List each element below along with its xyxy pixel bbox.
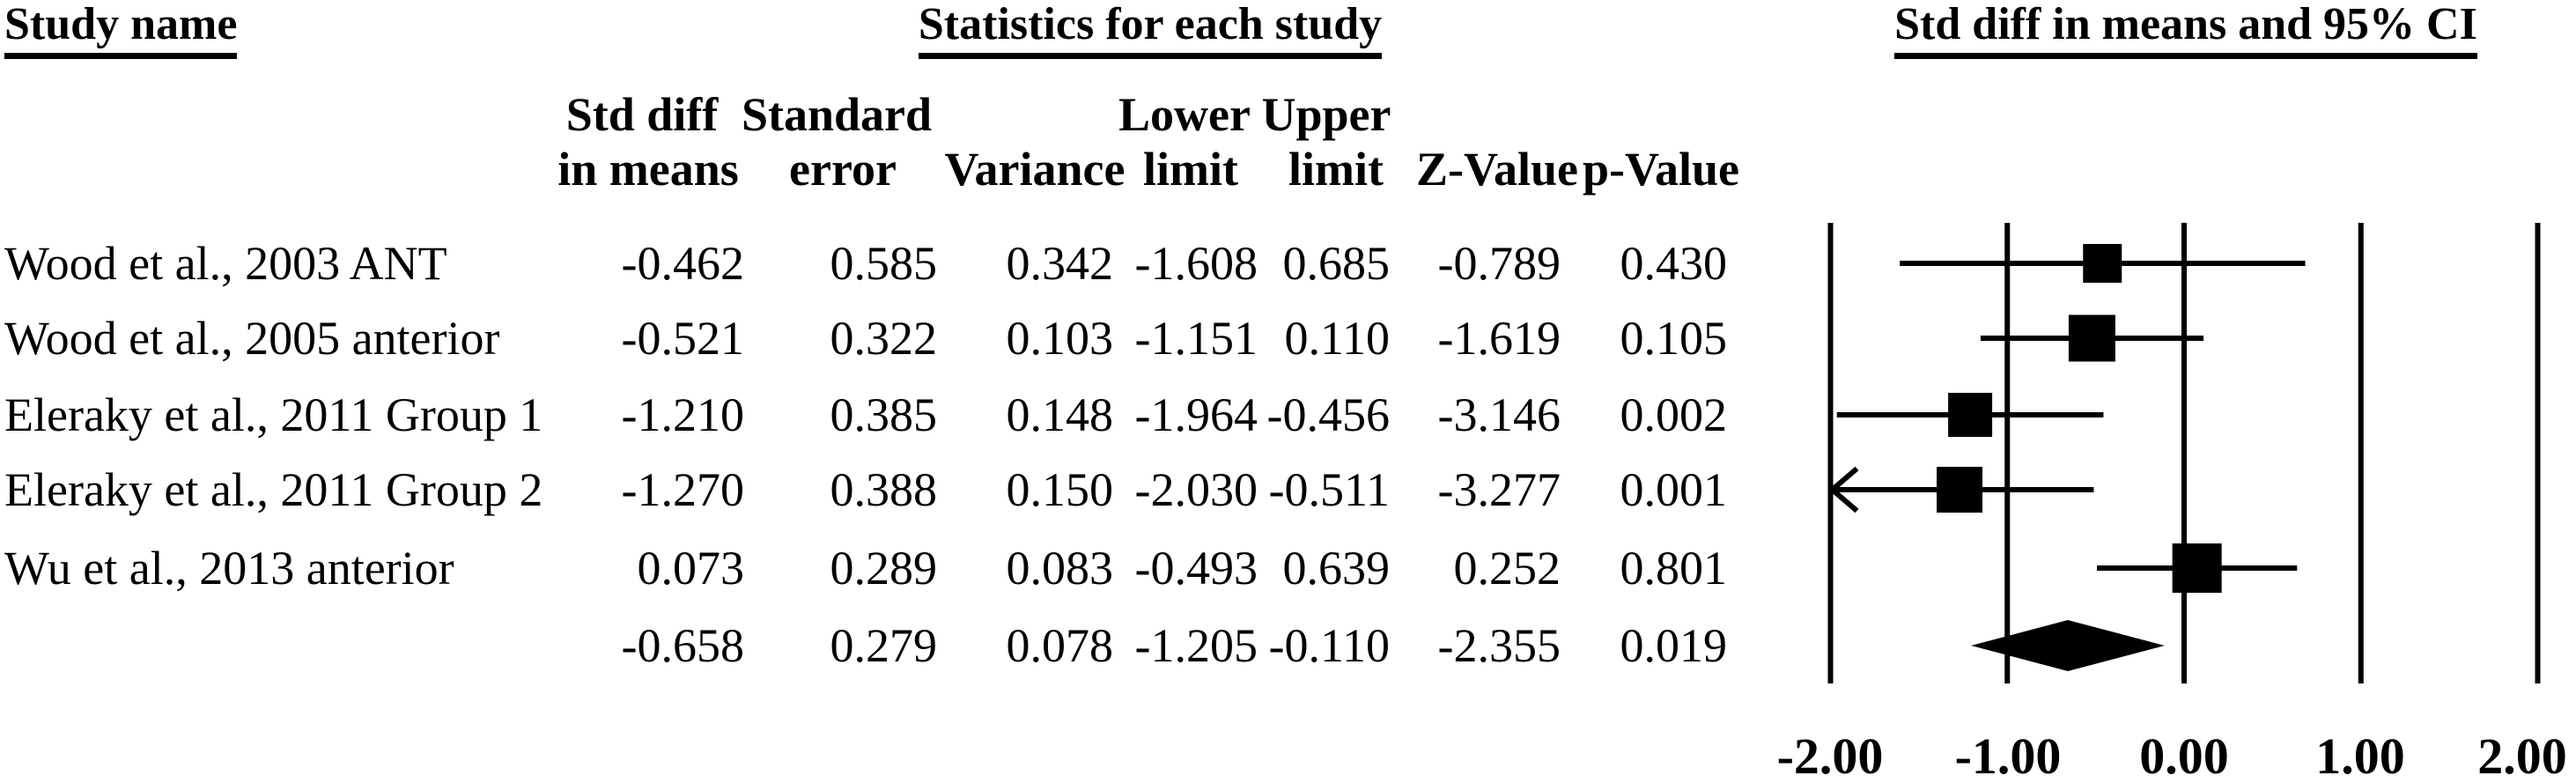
x-axis-tick-label: 0.00 — [2139, 728, 2229, 783]
cell-std-diff-in-means: -0.658 — [621, 619, 744, 672]
study-name-title: Study name — [4, 0, 238, 59]
cell-z-value: -3.277 — [1437, 463, 1561, 516]
cell-upper-limit: 0.110 — [1284, 312, 1391, 365]
cell-variance: 0.083 — [1006, 542, 1114, 595]
arrow-left-icon — [1827, 466, 1859, 513]
x-axis-tick-label: 2.00 — [2477, 728, 2567, 783]
point-estimate-square — [2068, 314, 2115, 362]
cell-upper-limit: 0.685 — [1282, 237, 1391, 290]
point-estimate-square — [1948, 393, 1993, 437]
cell-variance: 0.342 — [1006, 237, 1114, 290]
header-label: in means — [557, 143, 739, 196]
statistics-title: Statistics for each study — [918, 0, 1383, 59]
cell-lower-limit: -1.205 — [1134, 619, 1258, 672]
cell-lower-limit: -1.608 — [1134, 237, 1258, 290]
header-label: Std diff — [565, 88, 719, 141]
cell-lower-limit: -1.964 — [1134, 388, 1258, 441]
forest-plot-canvas — [1827, 223, 2541, 683]
study-name: Eleraky et al., 2011 Group 1 — [4, 388, 543, 441]
cell-p-value: 0.430 — [1620, 237, 1728, 290]
cell-upper-limit: -0.110 — [1268, 619, 1390, 672]
cell-p-value: 0.002 — [1620, 388, 1728, 441]
study-name: Eleraky et al., 2011 Group 2 — [4, 463, 543, 516]
point-estimate-square — [2083, 244, 2122, 283]
cell-z-value: -2.355 — [1437, 619, 1561, 672]
study-name: Wu et al., 2013 anterior — [4, 542, 454, 595]
header-label: p-Value — [1582, 143, 1740, 196]
cell-standard-error: 0.388 — [830, 463, 938, 516]
cell-variance: 0.148 — [1006, 388, 1114, 441]
header-label: Lower — [1118, 88, 1251, 141]
cell-upper-limit: -0.511 — [1268, 463, 1390, 516]
cell-variance: 0.103 — [1006, 312, 1114, 365]
cell-standard-error: 0.322 — [830, 312, 938, 365]
cell-lower-limit: -2.030 — [1134, 463, 1258, 516]
study-name: Wood et al., 2003 ANT — [4, 237, 447, 290]
header-label: Upper — [1261, 88, 1391, 141]
cell-std-diff-in-means: -0.521 — [621, 312, 744, 365]
header-label: Variance — [944, 143, 1126, 196]
cell-lower-limit: -0.493 — [1134, 542, 1258, 595]
x-axis-tick-label: 1.00 — [2315, 728, 2405, 783]
cell-p-value: 0.019 — [1620, 619, 1728, 672]
cell-upper-limit: -0.456 — [1266, 388, 1390, 441]
ci-plot-title-wrap: Std diff in means and 95% CI — [1865, 0, 2506, 59]
header-label: Z-Value — [1415, 143, 1579, 196]
header-label: Standard — [741, 88, 933, 141]
x-axis-tick-label: -2.00 — [1776, 728, 1884, 783]
header-label: error — [789, 143, 897, 196]
cell-upper-limit: 0.639 — [1282, 542, 1391, 595]
cell-variance: 0.150 — [1006, 463, 1114, 516]
cell-std-diff-in-means: -0.462 — [621, 237, 744, 290]
cell-z-value: -1.619 — [1437, 312, 1561, 365]
point-estimate-square — [1937, 467, 1983, 513]
study-name-title-wrap: Study name — [4, 0, 238, 59]
cell-p-value: 0.105 — [1620, 312, 1728, 365]
cell-z-value: -3.146 — [1437, 388, 1561, 441]
ci-plot-title: Std diff in means and 95% CI — [1894, 0, 2477, 59]
cell-standard-error: 0.289 — [830, 542, 938, 595]
study-name: Wood et al., 2005 anterior — [4, 312, 500, 365]
pooled-diamond — [1971, 620, 2165, 671]
cell-std-diff-in-means: 0.073 — [637, 542, 745, 595]
cell-std-diff-in-means: -1.270 — [621, 463, 744, 516]
cell-std-diff-in-means: -1.210 — [621, 388, 744, 441]
cell-p-value: 0.001 — [1620, 463, 1728, 516]
cell-z-value: 0.252 — [1453, 542, 1561, 595]
cell-p-value: 0.801 — [1620, 542, 1728, 595]
cell-standard-error: 0.585 — [830, 237, 938, 290]
x-axis-tick-label: -1.00 — [1954, 728, 2062, 783]
cell-standard-error: 0.279 — [830, 619, 938, 672]
cell-z-value: -0.789 — [1437, 237, 1561, 290]
header-label: limit — [1288, 143, 1384, 196]
statistics-title-wrap: Statistics for each study — [898, 0, 1402, 59]
header-label: limit — [1143, 143, 1238, 196]
cell-lower-limit: -1.151 — [1134, 312, 1258, 365]
cell-variance: 0.078 — [1006, 619, 1114, 672]
cell-standard-error: 0.385 — [830, 388, 938, 441]
point-estimate-square — [2172, 543, 2222, 593]
